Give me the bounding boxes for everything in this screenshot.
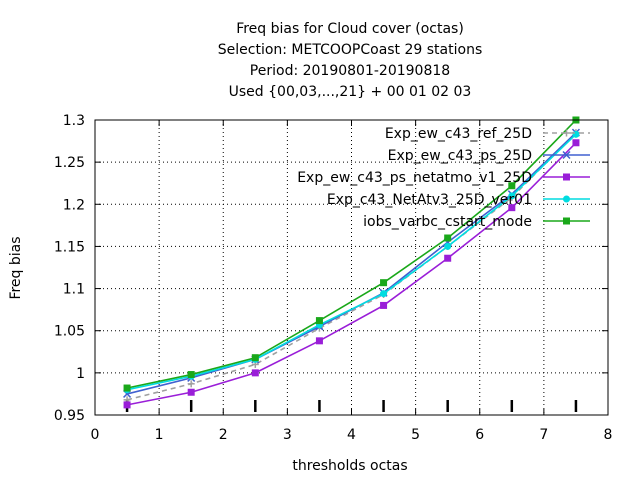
- legend-label: Exp_ew_c43_ref_25D: [385, 126, 532, 142]
- title-line-4: Used {00,03,...,21} + 00 01 02 03: [229, 84, 472, 100]
- data-point: [563, 173, 570, 181]
- data-point: [444, 254, 452, 262]
- x-tick-label: 6: [475, 427, 484, 443]
- x-tick-label: 1: [155, 427, 164, 443]
- data-point: [444, 242, 452, 250]
- y-tick-label: 1.3: [63, 113, 85, 129]
- x-tick-label: 5: [411, 427, 420, 443]
- data-point: [563, 129, 570, 137]
- legend-label: Exp_ew_c43_ps_netatmo_v1_25D: [297, 170, 532, 186]
- y-tick-label: 0.95: [54, 408, 85, 424]
- x-tick-label: 3: [283, 427, 292, 443]
- series: [123, 116, 580, 409]
- data-point: [251, 354, 259, 362]
- ticks: 0.95 1 1.05 1.1 1.15 1.2 1.25 1.3 0 1 2 3 4 5 6 7 8: [54, 113, 613, 443]
- data-point: [380, 279, 388, 287]
- y-tick-label: 1.1: [63, 282, 85, 298]
- title-line-1: Freq bias for Cloud cover (octas): [236, 21, 464, 37]
- title-line-3: Period: 20190801-20190818: [250, 63, 450, 79]
- data-point: [123, 401, 131, 409]
- data-point: [187, 388, 195, 396]
- x-tick-label: 8: [604, 427, 613, 443]
- legend-item: Exp_c43_NetAtv3_25D_ver01: [327, 192, 590, 208]
- legend-item: Exp_ew_c43_ref_25D: [385, 126, 590, 142]
- x-tick-label: 0: [91, 427, 100, 443]
- data-point: [187, 371, 195, 379]
- chart-title: Freq bias for Cloud cover (octas) Select…: [218, 21, 483, 100]
- series-line: [126, 142, 577, 406]
- legend-item: Exp_ew_c43_ps_25D: [388, 148, 590, 164]
- series-line: [126, 133, 577, 391]
- data-point: [563, 217, 570, 225]
- data-point: [187, 380, 195, 388]
- x-tick-label: 2: [219, 427, 228, 443]
- data-point: [251, 369, 259, 377]
- series-line: [126, 132, 577, 401]
- series-2: [123, 139, 580, 409]
- data-point: [572, 139, 580, 147]
- data-point: [508, 204, 516, 212]
- y-tick-label: 1.05: [54, 324, 85, 340]
- data-point: [315, 337, 323, 345]
- grid: [95, 120, 608, 415]
- data-point: [315, 317, 323, 325]
- legend-item: iobs_varbc_cstart_mode: [363, 214, 590, 230]
- series-line: [126, 119, 577, 389]
- legend-label: Exp_c43_NetAtv3_25D_ver01: [327, 192, 532, 208]
- series-4: [123, 116, 580, 392]
- x-tick-label: 7: [539, 427, 548, 443]
- y-axis-label: Freq bias: [8, 236, 24, 299]
- data-point: [508, 182, 516, 190]
- legend-label: Exp_ew_c43_ps_25D: [388, 148, 532, 164]
- legend-item: Exp_ew_c43_ps_netatmo_v1_25D: [297, 170, 590, 186]
- data-point: [444, 234, 452, 242]
- x-axis-label: thresholds octas: [292, 458, 407, 474]
- data-point: [123, 384, 131, 392]
- y-tick-label: 1.2: [63, 197, 85, 213]
- legend: Exp_ew_c43_ref_25D Exp_ew_c43_ps_25D Exp_e…: [297, 126, 590, 230]
- plot-frame: [94, 119, 609, 416]
- data-point: [508, 192, 516, 200]
- y-tick-label: 1.25: [54, 155, 85, 171]
- data-point: [563, 195, 570, 203]
- legend-label: iobs_varbc_cstart_mode: [363, 214, 532, 230]
- y-tick-label: 1: [76, 366, 85, 382]
- y-tick-label: 1.15: [54, 239, 85, 255]
- title-line-2: Selection: METCOOPCoast 29 stations: [218, 42, 483, 58]
- data-point: [562, 150, 571, 160]
- data-point: [572, 130, 580, 138]
- data-point: [380, 290, 388, 298]
- x-tick-label: 4: [347, 427, 356, 443]
- data-point: [380, 301, 388, 309]
